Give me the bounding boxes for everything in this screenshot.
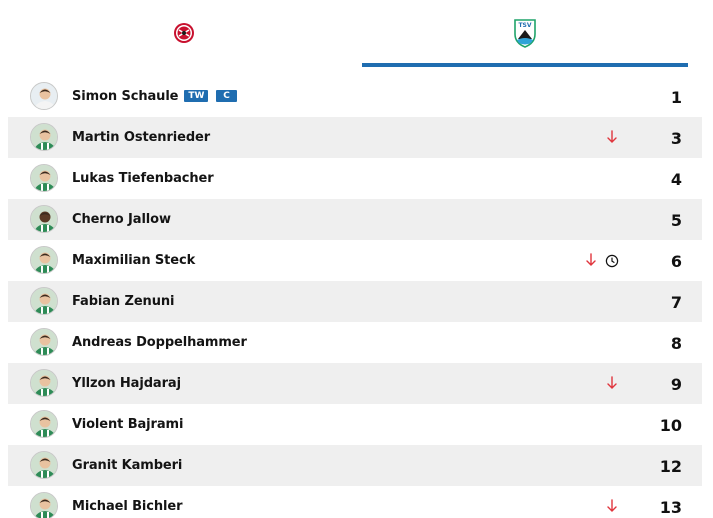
- player-name-text: Violent Bajrami: [72, 417, 184, 432]
- player-avatar: [30, 164, 58, 192]
- active-tab-indicator: [362, 63, 688, 67]
- player-number: 7: [670, 293, 682, 312]
- player-name[interactable]: Yllzon Hajdaraj: [72, 363, 181, 404]
- player-name-text: Cherno Jallow: [72, 212, 171, 227]
- player-name-text: Martin Ostenrieder: [72, 130, 211, 145]
- player-name-text: Lukas Tiefenbacher: [72, 171, 214, 186]
- player-number: 3: [670, 129, 682, 148]
- player-avatar: [30, 328, 58, 356]
- player-avatar: [30, 451, 58, 479]
- player-name[interactable]: Granit Kamberi: [72, 445, 182, 486]
- player-number: 6: [670, 252, 682, 271]
- player-name-text: Simon Schaule: [72, 89, 179, 104]
- player-row[interactable]: Andreas Doppelhammer 8: [8, 322, 702, 363]
- home-club-crest-icon: [174, 23, 194, 43]
- captain-badge: C: [216, 90, 237, 102]
- player-row[interactable]: Yllzon Hajdaraj 9: [8, 363, 702, 404]
- player-name[interactable]: Michael Bichler: [72, 486, 183, 518]
- player-name[interactable]: Martin Ostenrieder: [72, 117, 210, 158]
- player-name-text: Andreas Doppelhammer: [72, 335, 247, 350]
- team-tabs: TSV: [0, 0, 713, 68]
- player-row[interactable]: Granit Kamberi 12: [8, 445, 702, 486]
- player-number: 9: [670, 375, 682, 394]
- player-number: 13: [659, 498, 682, 517]
- tab-home-team[interactable]: [8, 0, 360, 68]
- player-number: 5: [670, 211, 682, 230]
- player-name[interactable]: Fabian Zenuni: [72, 281, 174, 322]
- substitution-out-arrow-icon: [606, 498, 618, 514]
- player-number: 4: [670, 170, 682, 189]
- clock-icon: [605, 253, 619, 268]
- player-name-text: Yllzon Hajdaraj: [72, 376, 181, 391]
- player-row[interactable]: Michael Bichler 13: [8, 486, 702, 518]
- player-avatar: [30, 246, 58, 274]
- substitution-out-arrow-icon: [606, 129, 618, 145]
- player-avatar: [30, 205, 58, 233]
- player-name-text: Granit Kamberi: [72, 458, 183, 473]
- player-avatar: [30, 492, 58, 518]
- player-avatar: [30, 287, 58, 315]
- player-row[interactable]: Cherno Jallow 5: [8, 199, 702, 240]
- player-row[interactable]: Simon Schaule TW C 1: [8, 76, 702, 117]
- player-name-text: Fabian Zenuni: [72, 294, 175, 309]
- player-row[interactable]: Martin Ostenrieder 3: [8, 117, 702, 158]
- player-name[interactable]: Violent Bajrami: [72, 404, 183, 445]
- player-name[interactable]: Andreas Doppelhammer: [72, 322, 247, 363]
- player-avatar: [30, 82, 58, 110]
- tab-away-team[interactable]: TSV: [362, 0, 688, 68]
- substitution-out-arrow-icon: [606, 375, 618, 391]
- player-row[interactable]: Violent Bajrami 10: [8, 404, 702, 445]
- player-number: 1: [670, 88, 682, 107]
- player-name-text: Michael Bichler: [72, 499, 183, 514]
- goalkeeper-badge: TW: [184, 90, 209, 102]
- player-avatar: [30, 369, 58, 397]
- player-number: 8: [670, 334, 682, 353]
- player-avatar: [30, 123, 58, 151]
- lineup-list: Simon Schaule TW C 1 Martin Ostenrieder 3 Luka…: [8, 76, 702, 518]
- player-name-text: Maximilian Steck: [72, 253, 196, 268]
- player-number: 12: [659, 457, 682, 476]
- player-number: 10: [659, 416, 682, 435]
- player-name[interactable]: Cherno Jallow: [72, 199, 171, 240]
- tsv-logo-text: TSV: [518, 22, 531, 29]
- player-row[interactable]: Fabian Zenuni 7: [8, 281, 702, 322]
- player-avatar: [30, 410, 58, 438]
- player-row[interactable]: Lukas Tiefenbacher 4: [8, 158, 702, 199]
- substitution-out-arrow-icon: [585, 252, 597, 268]
- player-row[interactable]: Maximilian Steck 6: [8, 240, 702, 281]
- tsv-club-crest-icon: TSV: [514, 19, 536, 48]
- player-name[interactable]: Maximilian Steck: [72, 240, 195, 281]
- player-name[interactable]: Simon Schaule TW C: [72, 76, 237, 117]
- player-name[interactable]: Lukas Tiefenbacher: [72, 158, 214, 199]
